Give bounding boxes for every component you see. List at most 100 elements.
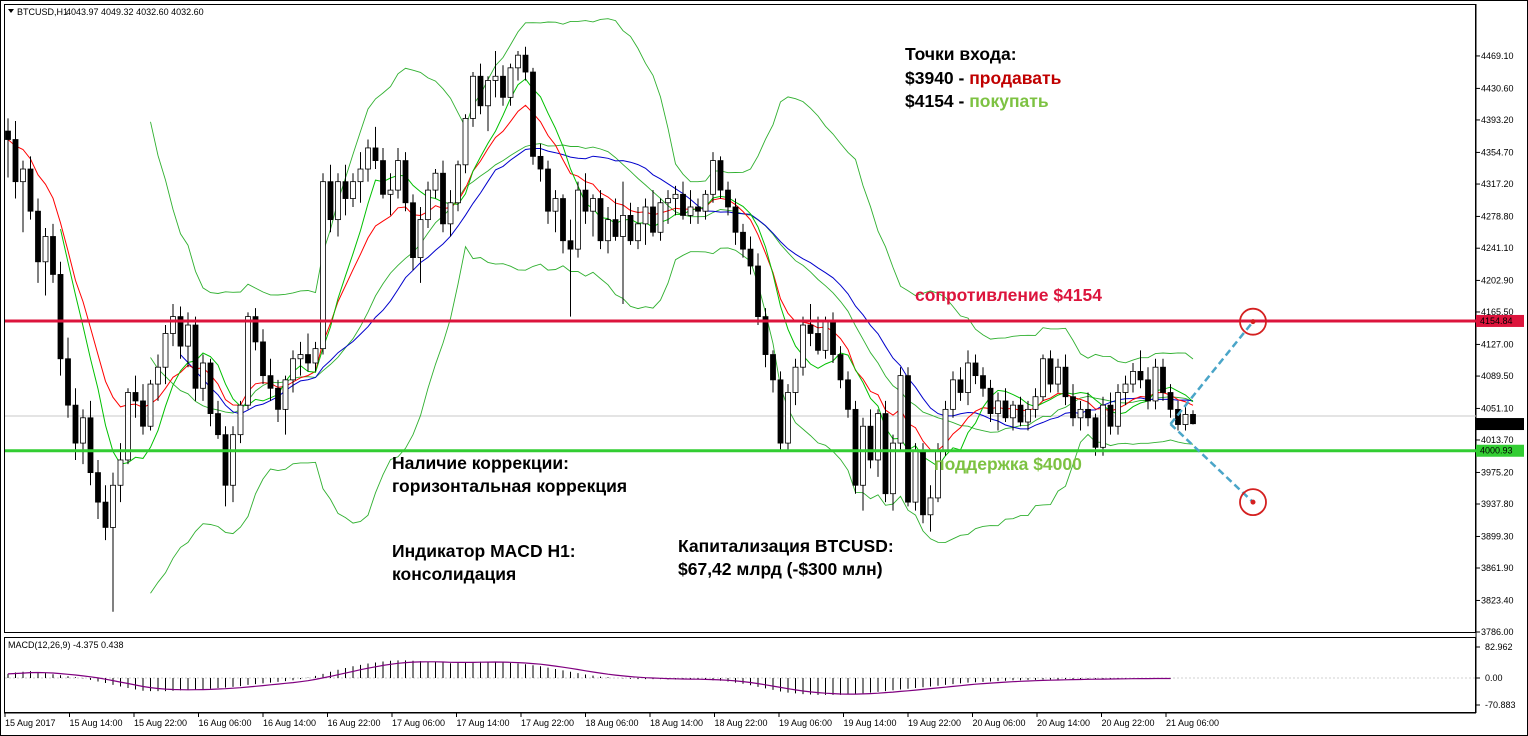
candle <box>387 173 394 216</box>
candle <box>927 485 934 532</box>
candle <box>125 388 131 465</box>
candle <box>485 76 491 132</box>
candle-body <box>882 413 889 495</box>
candle-body <box>477 75 484 107</box>
candle <box>290 350 296 393</box>
cap-line2: $67,42 млрд (-$300 млн) <box>678 559 883 579</box>
ma-slow <box>180 148 1194 430</box>
candle-body <box>567 240 574 250</box>
candle <box>1145 367 1151 410</box>
sell-word: продавать <box>969 68 1061 88</box>
candle <box>695 198 701 224</box>
candle-body <box>597 198 604 242</box>
candle-body <box>417 219 424 258</box>
candle <box>1115 384 1121 435</box>
time-tick-label: 20 Aug 22:00 <box>1102 718 1155 728</box>
candle <box>575 181 581 258</box>
candle <box>282 375 289 435</box>
candle <box>597 190 604 250</box>
price-tick-label: 4278.80 <box>1481 211 1514 221</box>
candle-body <box>312 348 319 364</box>
candle <box>35 198 41 283</box>
resistance-tag <box>1476 314 1524 327</box>
candle <box>755 253 761 326</box>
candle-body <box>1130 371 1136 385</box>
candle <box>1130 362 1136 393</box>
candle <box>725 181 731 216</box>
candle <box>312 341 319 372</box>
candle <box>42 228 49 296</box>
time-tick-label: 19 Aug 06:00 <box>779 718 832 728</box>
last-price-tag <box>1476 418 1524 431</box>
dropdown-arrow-icon[interactable] <box>8 9 14 13</box>
candle-body <box>530 71 536 157</box>
candle <box>770 350 776 393</box>
candle <box>897 367 904 452</box>
candle-body <box>87 417 94 474</box>
price-tick-label: 4089.50 <box>1481 371 1514 381</box>
candle <box>890 434 896 511</box>
candle-body <box>545 168 551 212</box>
candle-body <box>897 375 904 444</box>
candle <box>1085 392 1091 427</box>
candle-body <box>350 181 356 199</box>
candles <box>5 46 1196 612</box>
time-tick-label: 20 Aug 06:00 <box>973 718 1026 728</box>
candle <box>395 147 401 199</box>
last-price-tag-text: 4032.60 <box>1480 419 1513 429</box>
resistance-tag-text: 4154.84 <box>1480 316 1513 326</box>
candle <box>207 358 214 427</box>
candle-body <box>852 408 859 486</box>
candle-body <box>815 333 821 351</box>
price-tick-label: 4165.50 <box>1481 307 1514 317</box>
candle <box>612 198 619 241</box>
candle-body <box>980 375 986 389</box>
candle-body <box>237 404 244 436</box>
candle <box>275 379 281 423</box>
time-tick-label: 15 Aug 2017 <box>5 718 56 728</box>
candle-body <box>1107 404 1114 427</box>
candle <box>972 354 979 385</box>
buy-entry: $4154 - покупать <box>905 91 1049 111</box>
candle-body <box>695 206 701 212</box>
time-tick-label: 15 Aug 22:00 <box>134 718 187 728</box>
price-tick-label: 4202.90 <box>1481 275 1514 285</box>
candle-body <box>650 206 656 233</box>
candle-body <box>875 413 881 461</box>
candle-body <box>1122 383 1129 393</box>
candle <box>605 206 611 254</box>
candle <box>95 459 101 519</box>
candle-body <box>1002 400 1009 419</box>
levels <box>5 319 1476 453</box>
candle-body <box>635 223 641 242</box>
candle <box>837 346 844 389</box>
candle <box>530 67 536 165</box>
candle-body <box>432 172 439 191</box>
candle-body <box>65 358 71 406</box>
candle <box>492 50 499 98</box>
candle <box>1107 392 1114 435</box>
candle <box>170 303 176 347</box>
target-circle <box>1239 307 1267 336</box>
candle <box>1002 388 1009 423</box>
price-tick-label: 3786.00 <box>1481 627 1514 637</box>
candle-body <box>335 181 341 221</box>
macd-pane-frame <box>4 637 1476 713</box>
candle <box>425 181 431 229</box>
candle-body <box>995 400 1001 414</box>
candle-body <box>215 413 221 436</box>
candle-body <box>222 434 229 486</box>
price-axis: 4469.10 4430.60 4393.20 4354.70 4317.20 4278.… <box>1476 51 1514 637</box>
candle <box>732 198 739 245</box>
candle-body <box>807 324 814 334</box>
candle-body <box>275 387 281 410</box>
candle-body <box>252 316 259 343</box>
candle <box>957 367 964 401</box>
candle <box>1062 354 1069 406</box>
candle-body <box>965 362 971 393</box>
candle-body <box>755 265 761 318</box>
correction-line1: Наличие коррекции: <box>392 453 569 473</box>
candle <box>57 261 64 376</box>
candle-body <box>612 219 619 237</box>
candle <box>237 400 244 444</box>
